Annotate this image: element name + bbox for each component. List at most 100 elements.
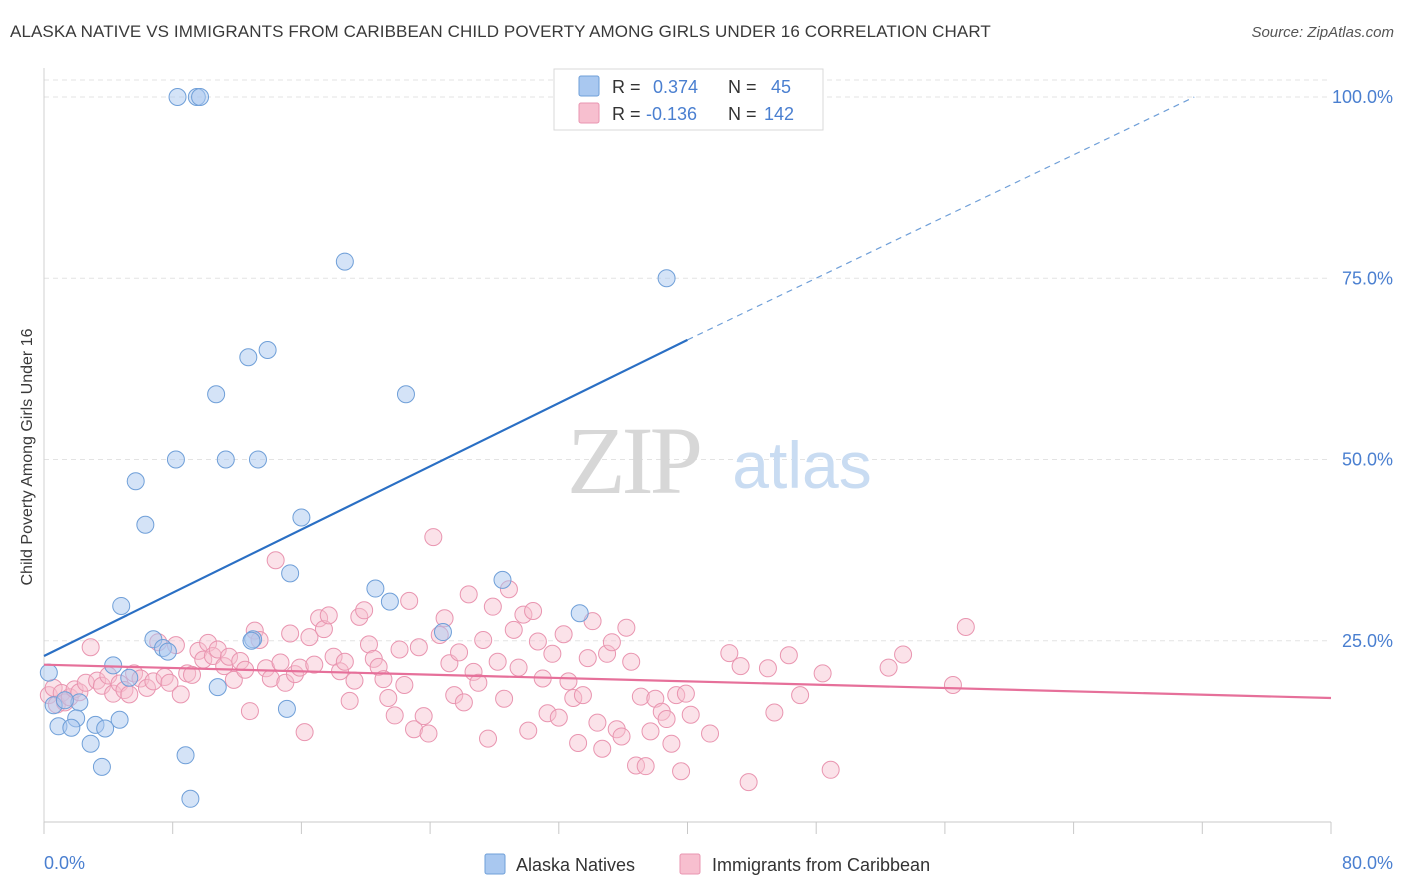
caribbean-point (419, 724, 438, 743)
caribbean-point (549, 708, 568, 727)
caribbean-point (641, 722, 660, 741)
caribbean-point (459, 585, 478, 604)
alaska-native-point (239, 348, 258, 367)
caribbean-point (720, 644, 739, 663)
caribbean-point (739, 773, 758, 792)
caribbean-point (509, 658, 528, 677)
legend-r-label: R = (612, 104, 641, 124)
caribbean-point (474, 631, 493, 650)
alaska-native-point (120, 668, 139, 687)
caribbean-point (450, 643, 469, 662)
caribbean-point (424, 528, 443, 547)
legend-r-value: -0.136 (646, 104, 697, 124)
legend-n-value: 45 (771, 77, 791, 97)
caribbean-point (519, 721, 538, 740)
alaska-native-point (92, 757, 111, 776)
caribbean-point (765, 703, 784, 722)
caribbean-point (240, 702, 259, 721)
alaska-native-point (258, 341, 277, 360)
caribbean-point (300, 628, 319, 647)
alaska-native-point (335, 252, 354, 271)
caribbean-point (345, 671, 364, 690)
source-credit: Source: ZipAtlas.com (1251, 24, 1394, 41)
caribbean-point (514, 605, 533, 624)
caribbean-point (573, 686, 592, 705)
caribbean-point (627, 756, 646, 775)
caribbean-point (657, 710, 676, 729)
axes (43, 68, 1332, 834)
caribbean-point (224, 670, 243, 689)
alaska-native-point (166, 450, 185, 469)
alaska-native-point (248, 450, 267, 469)
caribbean-point (104, 684, 123, 703)
alaska-native-point (168, 88, 187, 106)
caribbean-point (409, 638, 428, 657)
legend-swatch-pink (578, 102, 600, 124)
alaska-native-point (181, 789, 200, 808)
alaska-native-trend-line (43, 338, 688, 657)
caribbean-point (779, 646, 798, 665)
caribbean-point (319, 606, 338, 625)
caribbean-point (701, 724, 720, 743)
legend-swatch-blue (578, 75, 600, 97)
caribbean-point (617, 618, 636, 637)
alaska-native-point (493, 570, 512, 589)
caribbean-point (374, 670, 393, 689)
correlation-legend: R = 0.374 N = 45 R = -0.136 N = 142 (553, 68, 824, 131)
caribbean-point (379, 689, 398, 708)
alaska-native-point (136, 515, 155, 534)
alaska-native-points (39, 88, 676, 808)
caribbean-point (355, 601, 374, 620)
series-label-alaska-natives: Alaska Natives (516, 855, 635, 875)
caribbean-point (483, 597, 502, 616)
x-tick-label: 0.0% (44, 853, 85, 873)
legend-n-label: N = (728, 104, 757, 124)
y-tick-label: 25.0% (1342, 631, 1393, 651)
caribbean-point (538, 704, 557, 723)
caribbean-point (445, 686, 464, 705)
caribbean-trend-line (43, 663, 1332, 700)
watermark-atlas: atlas (732, 428, 871, 502)
alaska-native-point (433, 623, 452, 642)
caribbean-point (559, 672, 578, 691)
legend-r-label: R = (612, 77, 641, 97)
caribbean-point (81, 638, 100, 657)
alaska-native-point (208, 678, 227, 697)
alaska-native-point (242, 631, 261, 650)
caribbean-point (390, 640, 409, 659)
caribbean-point (137, 678, 156, 697)
alaska-native-point (126, 472, 145, 491)
caribbean-point (667, 686, 686, 705)
caribbean-point (395, 675, 414, 694)
caribbean-point (583, 612, 602, 631)
caribbean-point (495, 689, 514, 708)
alaska-native-point (112, 596, 131, 615)
caribbean-point (335, 652, 354, 671)
caribbean-point (160, 673, 179, 692)
caribbean-point (504, 620, 523, 639)
caribbean-point (469, 673, 488, 692)
alaska-native-trend-extension (687, 96, 1195, 341)
caribbean-point (813, 664, 832, 683)
caribbean-point (731, 657, 750, 676)
caribbean-point (578, 649, 597, 668)
caribbean-point (120, 685, 139, 704)
caribbean-point (208, 640, 227, 659)
alaska-native-point (396, 385, 415, 404)
caribbean-point (543, 644, 562, 663)
caribbean-point (385, 706, 404, 725)
caribbean-point (821, 760, 840, 779)
trend-lines (43, 96, 1332, 700)
caribbean-point (554, 625, 573, 644)
caribbean-point (602, 633, 621, 652)
caribbean-point (662, 734, 681, 753)
caribbean-point (314, 620, 333, 639)
caribbean-point (405, 720, 424, 739)
caribbean-point (295, 723, 314, 742)
alaska-native-point (207, 385, 226, 404)
alaska-native-point (277, 699, 296, 718)
caribbean-point (144, 672, 163, 691)
y-tick-label: 75.0% (1342, 268, 1393, 288)
caribbean-point (956, 617, 975, 636)
